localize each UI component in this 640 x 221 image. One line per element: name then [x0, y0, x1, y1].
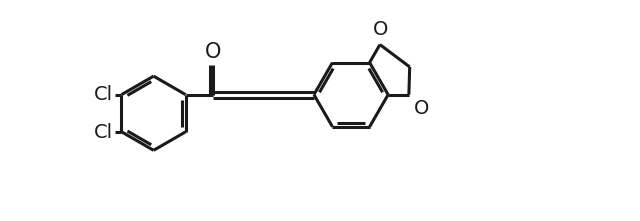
Text: O: O — [205, 42, 221, 62]
Text: Cl: Cl — [94, 85, 113, 104]
Text: O: O — [373, 20, 388, 39]
Text: Cl: Cl — [94, 123, 113, 142]
Text: O: O — [414, 99, 429, 118]
